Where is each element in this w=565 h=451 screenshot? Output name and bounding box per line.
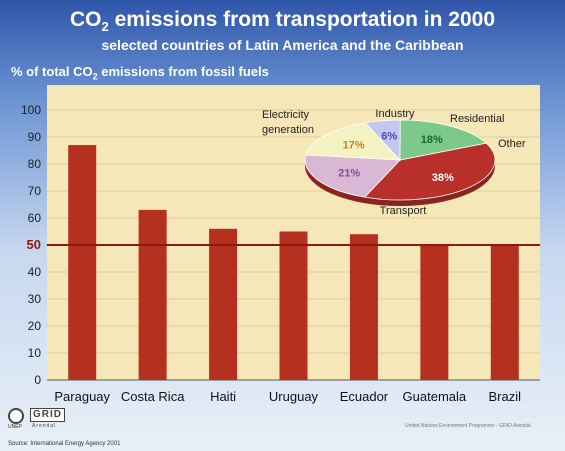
chart-title: CO2 emissions from transportation in 200… [70,8,495,35]
y-tick-label: 30 [28,292,42,306]
pie-category-label: Residential [450,113,504,125]
unep-logo-icon [8,408,24,424]
y-tick-label: 60 [28,211,42,225]
pie-slice [399,119,487,161]
pie-category-label: generation [262,124,314,136]
y-tick-label: 50 [27,237,41,252]
x-tick-label: Costa Rica [121,389,185,404]
x-tick-label: Uruguay [269,389,319,404]
bar [490,245,519,380]
pie-slice [304,154,401,198]
bar [138,209,167,380]
footer-source: Source: International Energy Agency 2001 [8,441,121,447]
bar [420,245,449,380]
x-tick-label: Brazil [489,389,522,404]
y-tick-label: 0 [34,373,41,387]
x-tick-label: Ecuador [340,389,389,404]
bar [209,228,238,380]
y-tick-label: 90 [28,130,42,144]
bar [279,231,308,380]
pie-value-label: 17% [343,140,365,152]
y-tick-label: 40 [28,265,42,279]
x-tick-label: Guatemala [403,389,467,404]
y-axis-label: % of total CO2 emissions from fossil fue… [11,64,269,82]
pie-slice [363,142,496,201]
pie-slice [305,122,401,161]
pie-value-label: 38% [432,172,454,184]
y-tick-label: 100 [21,103,41,117]
y-tick-label: 10 [28,346,42,360]
y-tick-label: 80 [28,157,42,171]
y-tick-label: 20 [28,319,42,333]
x-tick-label: Haiti [210,389,236,404]
bar [349,234,378,380]
pie-category-label: Industry [375,108,415,120]
chart-subtitle: selected countries of Latin America and … [101,37,464,53]
grid-logo-subtitle: Arendal [32,423,57,429]
bar [68,145,97,380]
pie-value-label: 21% [338,168,360,180]
grid-logo: GRID [30,408,65,422]
pie-category-label: Other [498,138,526,150]
unep-logo-label: UNEP [8,424,22,430]
pie-category-label: Electricity [262,109,310,121]
y-tick-label: 70 [28,184,42,198]
pie-value-label: 6% [381,131,397,143]
x-tick-label: Paraguay [54,389,110,404]
footer-credit: United Nations Environment Programme - G… [405,423,531,429]
pie-value-label: 18% [421,134,443,146]
pie-category-label: Transport [380,205,427,217]
